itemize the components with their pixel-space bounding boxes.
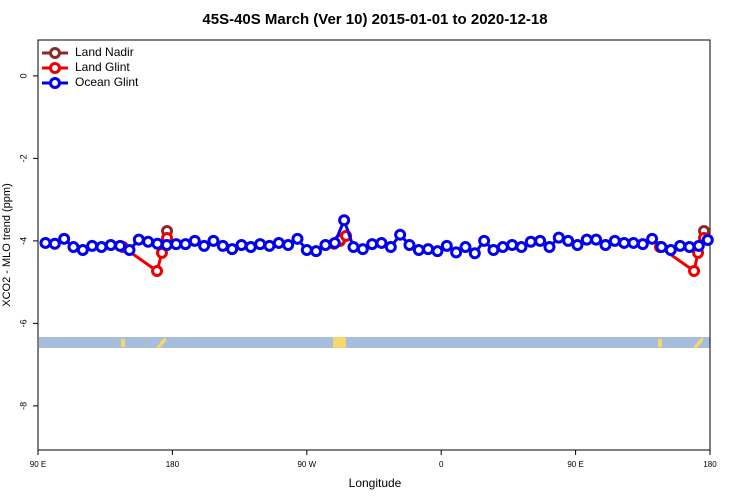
point — [76, 243, 89, 256]
point — [590, 233, 603, 246]
point — [235, 239, 248, 251]
point — [366, 238, 379, 251]
x-tick-label: 90 E — [567, 460, 583, 469]
x-tick-label: 90 E — [30, 460, 46, 469]
point — [310, 245, 323, 258]
x-tick-label: 180 — [703, 460, 717, 469]
point — [263, 239, 276, 252]
point — [450, 246, 463, 259]
point — [403, 239, 416, 251]
point — [216, 239, 229, 252]
land-mask-strip — [39, 337, 710, 348]
point — [39, 236, 52, 249]
point — [524, 235, 537, 248]
point — [95, 241, 108, 254]
point — [226, 243, 239, 256]
point — [515, 241, 528, 254]
point — [338, 214, 351, 227]
point — [58, 232, 71, 245]
point — [580, 233, 593, 246]
point — [142, 235, 155, 248]
y-tick-label: -6 — [18, 319, 28, 327]
point — [394, 228, 407, 241]
point — [618, 236, 631, 249]
point — [104, 239, 117, 251]
point — [254, 238, 267, 251]
legend-marker — [49, 77, 61, 89]
point — [534, 234, 547, 247]
x-tick-label: 0 — [439, 460, 444, 469]
point — [198, 239, 211, 252]
point — [179, 238, 192, 251]
point — [291, 232, 304, 245]
point — [431, 245, 444, 258]
y-tick-label: -2 — [18, 154, 28, 162]
legend-label: Ocean Glint — [75, 75, 139, 89]
point — [543, 241, 556, 254]
point — [319, 239, 332, 251]
point — [67, 241, 80, 254]
point — [328, 236, 341, 249]
x-axis-label: Longitude — [349, 476, 402, 490]
point — [506, 239, 519, 251]
y-tick-label: -8 — [18, 402, 28, 410]
point — [282, 239, 295, 251]
point — [86, 239, 99, 252]
point — [188, 234, 201, 247]
point — [655, 241, 668, 254]
point — [151, 237, 164, 250]
point — [151, 264, 164, 277]
point — [422, 243, 435, 256]
point — [207, 234, 220, 247]
legend-label: Land Glint — [75, 60, 130, 74]
point — [468, 247, 481, 260]
point — [132, 233, 145, 246]
point — [459, 241, 472, 254]
chart-title: 45S-40S March (Ver 10) 2015-01-01 to 202… — [202, 11, 547, 28]
point — [384, 241, 397, 254]
point — [300, 243, 313, 256]
point — [608, 234, 621, 247]
point — [272, 236, 285, 249]
point — [683, 241, 696, 254]
point — [478, 234, 491, 247]
point — [440, 239, 453, 252]
point — [48, 237, 61, 250]
point — [701, 234, 714, 247]
point — [412, 243, 425, 256]
point — [571, 239, 584, 251]
point — [170, 238, 183, 251]
point — [636, 238, 649, 251]
point — [562, 234, 575, 247]
x-tick-label: 90 W — [297, 460, 316, 469]
point — [375, 236, 388, 249]
point — [114, 239, 127, 252]
point — [123, 243, 136, 256]
y-tick-label: 0 — [18, 73, 28, 78]
legend-marker — [49, 62, 61, 74]
point — [646, 232, 659, 245]
point — [356, 243, 369, 256]
y-axis-label: XCO2 - MLO trend (ppm) — [1, 183, 13, 306]
point — [244, 241, 257, 254]
legend-marker — [49, 47, 61, 59]
point — [674, 239, 687, 252]
point — [552, 231, 565, 244]
x-tick-label: 180 — [166, 460, 180, 469]
point — [487, 243, 500, 256]
point — [627, 236, 640, 249]
point — [496, 241, 509, 254]
point — [599, 239, 612, 251]
point — [347, 241, 360, 254]
point — [688, 264, 701, 277]
point — [692, 239, 705, 252]
legend-label: Land Nadir — [75, 45, 134, 59]
point — [664, 243, 677, 256]
y-tick-label: -4 — [18, 237, 28, 245]
point — [160, 239, 173, 251]
